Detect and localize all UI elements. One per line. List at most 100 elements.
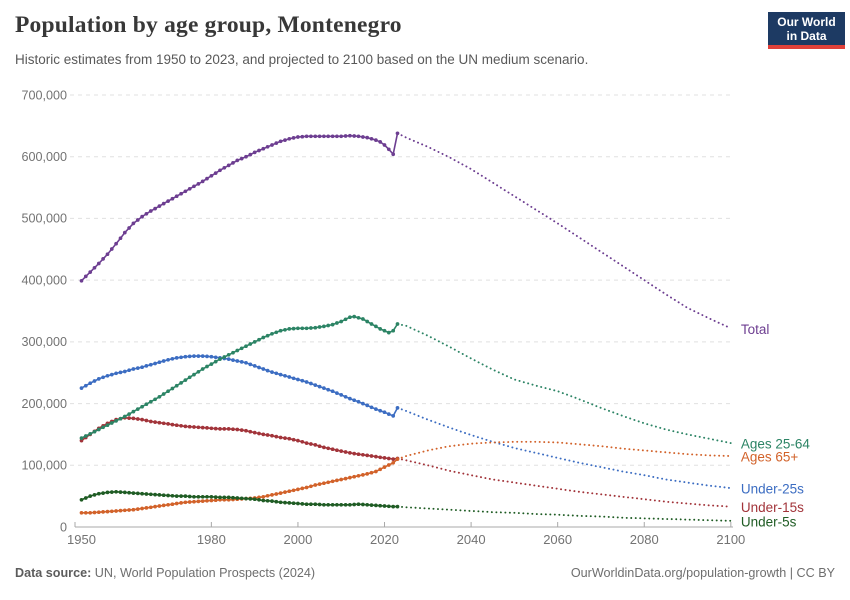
citation-link[interactable]: OurWorldinData.org/population-growth | C… (570, 566, 835, 580)
data-point-marker (278, 372, 283, 377)
data-point-marker (88, 381, 93, 386)
data-point-marker (105, 373, 110, 378)
series-label-ages-65[interactable]: Ages 65+ (741, 450, 799, 465)
data-point-marker (114, 371, 118, 376)
data-point-marker (131, 409, 136, 414)
chart-footer: Data source: UN, World Population Prospe… (15, 566, 835, 580)
data-point-marker (313, 502, 318, 507)
data-point-marker (261, 367, 266, 371)
data-point-marker (309, 502, 313, 507)
data-point-marker (140, 417, 144, 422)
data-point-marker (161, 392, 166, 396)
data-point-marker (135, 407, 140, 411)
data-point-marker (157, 493, 162, 497)
data-point-marker (304, 326, 309, 331)
data-point-marker (218, 427, 222, 431)
data-point-marker (356, 315, 361, 320)
data-point-marker (92, 510, 97, 515)
data-point-marker (213, 498, 218, 503)
data-point-marker (369, 503, 374, 507)
data-point-marker (92, 493, 97, 497)
data-point-marker (317, 134, 322, 139)
data-point-marker (343, 476, 348, 481)
data-point-marker (200, 499, 205, 503)
data-point-marker (300, 486, 305, 491)
data-point-marker (261, 335, 266, 340)
data-point-marker (105, 252, 110, 257)
data-point-marker (326, 323, 331, 328)
series-label-ages-25-64[interactable]: Ages 25-64 (741, 437, 811, 452)
data-point-marker (131, 367, 136, 371)
data-point-marker (348, 133, 352, 138)
data-point-marker (170, 196, 175, 201)
data-point-marker (386, 330, 391, 335)
data-point-marker (326, 134, 331, 139)
data-point-marker (122, 369, 127, 374)
data-point-marker (200, 367, 205, 371)
data-point-marker (261, 494, 266, 499)
data-point-marker (365, 403, 370, 408)
data-point-marker (144, 418, 149, 423)
data-point-marker (361, 135, 365, 139)
data-point-marker (127, 490, 131, 495)
data-point-marker (153, 504, 157, 509)
data-point-marker (239, 496, 244, 501)
data-point-marker (291, 488, 296, 493)
data-point-marker (131, 416, 136, 421)
data-point-marker (153, 397, 157, 402)
data-point-marker (244, 428, 248, 433)
data-point-marker (283, 490, 287, 494)
data-point-marker (196, 499, 201, 504)
data-point-marker (274, 330, 279, 335)
series-label-under-15s[interactable]: Under-15s (741, 500, 804, 515)
data-point-marker (278, 491, 283, 495)
data-point-marker (148, 209, 153, 213)
x-tick-label: 1980 (197, 532, 226, 547)
data-point-marker (144, 211, 149, 216)
series-label-under-25s[interactable]: Under-25s (741, 482, 804, 497)
data-point-marker (278, 328, 283, 333)
data-point-marker (200, 494, 205, 499)
data-point-marker (365, 453, 370, 458)
data-point-marker (291, 501, 296, 506)
data-point-marker (361, 317, 365, 321)
data-point-marker (144, 492, 149, 496)
data-point-marker (391, 457, 396, 461)
data-point-marker (378, 327, 383, 331)
data-point-marker (83, 510, 88, 515)
data-point-marker (335, 478, 339, 483)
data-point-marker (109, 509, 114, 514)
data-point-marker (148, 399, 153, 404)
data-point-marker (261, 498, 266, 503)
data-point-marker (79, 497, 84, 502)
data-point-marker (88, 270, 93, 274)
series-label-total[interactable]: Total (741, 322, 770, 337)
owid-logo[interactable]: Our World in Data (768, 12, 845, 49)
data-point-marker (244, 154, 248, 159)
data-point-marker (101, 510, 105, 514)
data-point-marker (135, 417, 140, 421)
series-under-5s: Under-5s (79, 489, 797, 529)
data-point-marker (313, 383, 318, 387)
data-point-marker (114, 489, 118, 494)
data-point-marker (265, 433, 270, 437)
owid-logo-line1: Our World (777, 14, 836, 29)
data-point-marker (356, 473, 361, 478)
data-point-marker (300, 134, 305, 139)
data-point-marker (378, 467, 383, 472)
series-label-under-5s[interactable]: Under-5s (741, 514, 797, 529)
data-point-marker (287, 136, 292, 141)
data-point-marker (313, 483, 318, 487)
data-point-marker (322, 481, 326, 486)
data-point-marker (166, 493, 170, 498)
data-point-marker (157, 394, 162, 399)
data-point-marker (192, 494, 196, 499)
data-point-marker (153, 206, 157, 211)
data-point-marker (265, 333, 270, 338)
data-point-marker (174, 383, 179, 388)
data-point-marker (339, 502, 344, 507)
y-tick-label: 0 (60, 520, 67, 534)
data-point-marker (261, 432, 266, 437)
data-point-marker (283, 327, 287, 332)
